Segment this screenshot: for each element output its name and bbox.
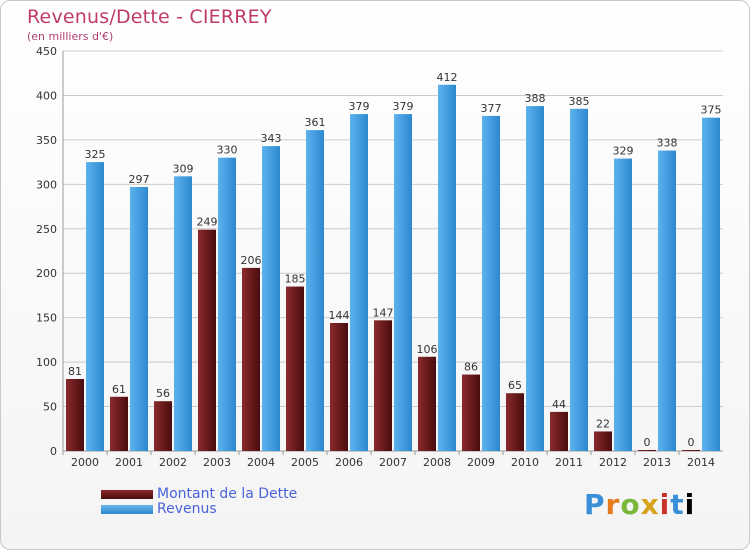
y-tick-label: 350: [36, 134, 57, 147]
bar-revenue-2014: [702, 117, 720, 452]
bar-revenue-2013: [658, 150, 676, 452]
axis-layer: 0 50 100 150 200 250 300 350 400 450 2000 2001 2002 2…: [36, 45, 723, 469]
data-label-debt-2005: 185: [285, 273, 306, 286]
bar-debt-2003: [198, 229, 216, 451]
x-tick-label: 2006: [335, 456, 363, 469]
x-tick-label: 2009: [467, 456, 495, 469]
bar-revenue-2011: [570, 108, 588, 452]
x-tick-label: 2014: [687, 456, 715, 469]
data-label-revenue-2004: 343: [261, 132, 282, 145]
data-label-debt-2004: 206: [241, 254, 262, 267]
bar-revenue-2008: [438, 84, 456, 452]
x-tick-label: 2013: [643, 456, 671, 469]
data-label-debt-2007: 147: [373, 306, 394, 319]
data-label-debt-2012: 22: [596, 417, 610, 430]
chart-title: Revenus/Dette - CIERREY: [27, 6, 272, 28]
data-label-revenue-2014: 375: [701, 104, 722, 117]
data-label-revenue-2000: 325: [85, 148, 106, 161]
data-label-revenue-2013: 338: [657, 137, 678, 150]
bar-debt-2009: [462, 374, 480, 451]
data-label-debt-2014: 0: [688, 436, 695, 449]
y-tick-label: 50: [43, 401, 57, 414]
bar-debt-2011: [550, 411, 568, 451]
data-label-revenue-2012: 329: [613, 145, 634, 158]
y-tick-label: 450: [36, 45, 57, 58]
bar-revenue-2004: [262, 146, 280, 451]
x-tick-label: 2012: [599, 456, 627, 469]
data-label-revenue-2003: 330: [217, 144, 238, 157]
bar-revenue-2012: [614, 158, 632, 452]
legend-swatch-revenue: [101, 505, 153, 514]
data-label-revenue-2010: 388: [525, 92, 546, 105]
bar-debt-2014: [682, 450, 700, 451]
data-label-debt-2000: 81: [68, 365, 82, 378]
data-label-debt-2001: 61: [112, 383, 126, 396]
bar-debt-2006: [330, 323, 348, 451]
data-label-debt-2002: 56: [156, 387, 170, 400]
y-tick-label: 250: [36, 223, 57, 236]
y-tick-label: 0: [50, 445, 57, 458]
bar-debt-2004: [242, 267, 260, 451]
data-label-revenue-2006: 379: [349, 100, 370, 113]
bar-debt-2005: [286, 286, 304, 451]
bar-revenue-2003: [218, 157, 236, 451]
bar-revenue-2006: [350, 114, 368, 451]
bar-revenue-2010: [526, 106, 544, 451]
bar-revenue-2005: [306, 130, 324, 451]
data-label-revenue-2001: 297: [129, 173, 150, 186]
data-label-debt-2010: 65: [508, 379, 522, 392]
y-tick-label: 100: [36, 356, 57, 369]
grid-layer: [63, 50, 723, 452]
bar-debt-2000: [66, 379, 84, 451]
bar-debt-2001: [110, 396, 128, 451]
y-tick-label: 300: [36, 178, 57, 191]
x-tick-label: 2003: [203, 456, 231, 469]
x-tick-label: 2010: [511, 456, 539, 469]
bar-revenue-2009: [482, 115, 500, 451]
x-tick-label: 2002: [159, 456, 187, 469]
bar-debt-2002: [154, 401, 172, 451]
data-label-debt-2003: 249: [197, 216, 218, 229]
x-tick-label: 2007: [379, 456, 407, 469]
bar-revenue-2000: [86, 162, 104, 451]
y-tick-label: 200: [36, 267, 57, 280]
bar-revenue-2002: [174, 176, 192, 452]
x-tick-label: 2001: [115, 456, 143, 469]
bar-revenue-2007: [394, 114, 412, 451]
data-label-debt-2013: 0: [644, 436, 651, 449]
y-tick-label: 150: [36, 312, 57, 325]
data-label-debt-2011: 44: [552, 398, 566, 411]
data-label-revenue-2002: 309: [173, 162, 194, 175]
data-label-revenue-2007: 379: [393, 100, 414, 113]
label-layer: 81 325 61 297 56 309 249 330 206 343 185 361 144 379 1…: [68, 71, 722, 449]
data-label-debt-2009: 86: [464, 361, 478, 374]
data-label-debt-2006: 144: [329, 309, 350, 322]
x-tick-label: 2004: [247, 456, 275, 469]
data-label-revenue-2005: 361: [305, 116, 326, 129]
x-tick-label: 2008: [423, 456, 451, 469]
data-label-debt-2008: 106: [417, 343, 438, 356]
bar-revenue-2001: [130, 187, 148, 451]
legend-label-revenue: Revenus: [157, 501, 217, 517]
bar-debt-2012: [594, 431, 612, 451]
proxiti-logo: Proxiti: [584, 488, 696, 521]
legend-label-debt: Montant de la Dette: [157, 486, 298, 502]
y-tick-label: 400: [36, 89, 57, 102]
data-label-revenue-2009: 377: [481, 102, 502, 115]
data-label-revenue-2008: 412: [437, 71, 458, 84]
bar-debt-2008: [418, 356, 436, 451]
bar-debt-2010: [506, 393, 524, 451]
legend-swatch-debt: [101, 490, 153, 499]
x-tick-label: 2011: [555, 456, 583, 469]
bar-debt-2007: [374, 320, 392, 451]
bar-debt-2013: [638, 450, 656, 451]
chart-subtitle: (en milliers d'€): [27, 30, 114, 43]
x-tick-label: 2000: [71, 456, 99, 469]
data-label-revenue-2011: 385: [569, 95, 590, 108]
x-tick-label: 2005: [291, 456, 319, 469]
bar-layer: [66, 84, 720, 452]
